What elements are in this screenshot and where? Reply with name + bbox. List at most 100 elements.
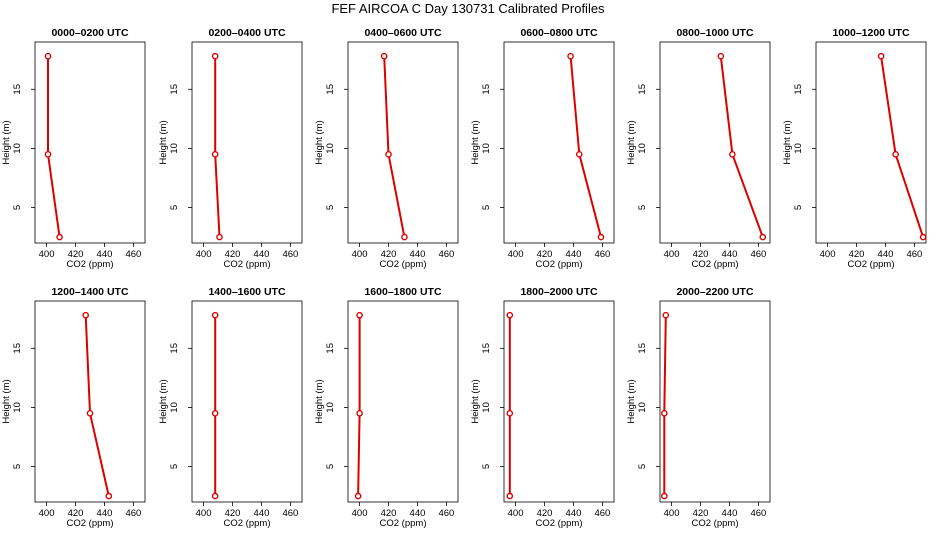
y-axis-label: Height (m) xyxy=(314,379,325,423)
x-tick-label: 400 xyxy=(664,508,680,519)
x-axis: 400 420 440 460 xyxy=(39,243,141,260)
y-tick-label: 15 xyxy=(12,343,23,354)
x-axis-label: CO2 (ppm) xyxy=(224,518,271,529)
y-tick-label: 5 xyxy=(12,205,23,210)
profile-point xyxy=(380,52,388,60)
x-axis-label: CO2 (ppm) xyxy=(692,518,739,529)
x-tick-label: 440 xyxy=(254,508,270,519)
y-tick-label: 5 xyxy=(169,464,180,469)
panel-title: 0800–1000 UTC xyxy=(676,27,753,39)
x-tick-label: 400 xyxy=(508,249,524,260)
x-tick-label: 420 xyxy=(225,508,241,519)
plot-frame xyxy=(659,300,771,503)
profile-point xyxy=(919,233,927,241)
x-axis-label: CO2 (ppm) xyxy=(380,518,427,529)
y-axis-label: Height (m) xyxy=(314,120,325,164)
y-tick-label: 10 xyxy=(169,402,180,413)
profile-point xyxy=(44,52,52,60)
plot-frame xyxy=(34,41,146,244)
y-tick-label: 10 xyxy=(325,143,336,154)
profile-line xyxy=(357,315,361,497)
profile-line xyxy=(719,56,764,238)
y-tick-label: 15 xyxy=(325,84,336,95)
profile-point xyxy=(105,492,113,500)
profile-point xyxy=(211,311,219,319)
x-tick-label: 400 xyxy=(196,508,212,519)
y-axis: 5 10 15 xyxy=(481,84,504,210)
x-tick-label: 460 xyxy=(282,508,298,519)
x-axis: 400 420 440 460 xyxy=(664,502,766,519)
x-tick-label: 440 xyxy=(566,508,582,519)
profile-point xyxy=(877,52,885,60)
y-tick-label: 5 xyxy=(637,205,648,210)
x-tick-label: 420 xyxy=(381,508,397,519)
plot-frame xyxy=(815,41,927,244)
x-tick-label: 440 xyxy=(254,249,270,260)
y-axis: 5 10 15 xyxy=(169,343,192,469)
profile-point xyxy=(82,311,89,319)
x-tick-label: 400 xyxy=(39,249,55,260)
panel-6: 1200–1400 UTC 400 420 440 460 CO2 (ppm) 5 10 15 H… xyxy=(1,286,146,529)
y-tick-label: 5 xyxy=(169,205,180,210)
y-tick-label: 15 xyxy=(637,343,648,354)
x-tick-label: 420 xyxy=(537,508,553,519)
y-axis-label: Height (m) xyxy=(626,379,637,423)
panel-title: 0600–0800 UTC xyxy=(520,27,597,39)
y-tick-label: 15 xyxy=(793,84,804,95)
panel-9: 1800–2000 UTC 400 420 440 460 CO2 (ppm) 5 10 15 H… xyxy=(470,286,615,529)
y-axis: 5 10 15 xyxy=(325,343,348,469)
panel-title: 2000–2200 UTC xyxy=(676,286,753,298)
profile-line xyxy=(880,56,925,238)
plot-frame xyxy=(503,41,615,244)
profile-point xyxy=(356,410,363,417)
x-tick-label: 440 xyxy=(410,508,426,519)
figure-title: FEF AIRCOA C Day 130731 Calibrated Profi… xyxy=(331,1,605,16)
profile-point xyxy=(356,311,363,319)
x-tick-label: 400 xyxy=(820,249,836,260)
x-axis: 400 420 440 460 xyxy=(352,243,454,260)
x-tick-label: 440 xyxy=(878,249,894,260)
plot-frame xyxy=(34,300,146,503)
y-tick-label: 5 xyxy=(481,464,492,469)
x-tick-label: 420 xyxy=(225,249,241,260)
profile-point xyxy=(211,52,219,60)
profile-point xyxy=(729,151,736,158)
x-tick-label: 460 xyxy=(125,249,141,260)
profile-point xyxy=(567,52,574,60)
profile-line xyxy=(383,56,406,238)
x-tick-label: 460 xyxy=(282,249,298,260)
x-axis-label: CO2 (ppm) xyxy=(224,259,271,270)
y-tick-label: 15 xyxy=(325,343,336,354)
panel-title: 1600–1800 UTC xyxy=(364,286,441,298)
x-tick-label: 460 xyxy=(438,508,454,519)
y-axis-label: Height (m) xyxy=(158,379,169,423)
y-axis: 5 10 15 xyxy=(12,343,35,469)
x-tick-label: 460 xyxy=(750,508,766,519)
panel-title: 0000–0200 UTC xyxy=(51,27,128,39)
x-tick-label: 440 xyxy=(97,249,113,260)
panel-0: 0000–0200 UTC 400 420 440 460 CO2 (ppm) 5 10 15 H… xyxy=(1,27,146,270)
profile-point xyxy=(216,233,223,241)
x-tick-label: 460 xyxy=(750,249,766,260)
x-tick-label: 400 xyxy=(352,508,368,519)
panel-title: 1800–2000 UTC xyxy=(520,286,597,298)
x-axis-label: CO2 (ppm) xyxy=(692,259,739,270)
panel-title: 1400–1600 UTC xyxy=(208,286,285,298)
profile-point xyxy=(506,492,514,500)
y-axis: 5 10 15 xyxy=(637,343,660,469)
y-tick-label: 15 xyxy=(12,84,23,95)
x-tick-label: 440 xyxy=(722,508,738,519)
profile-point xyxy=(385,151,392,158)
plot-frame xyxy=(503,300,615,503)
profile-line xyxy=(663,315,667,497)
x-tick-label: 460 xyxy=(594,508,610,519)
x-tick-label: 420 xyxy=(693,508,709,519)
x-tick-label: 400 xyxy=(39,508,55,519)
panel-1: 0200–0400 UTC 400 420 440 460 CO2 (ppm) 5 10 15 H… xyxy=(158,27,303,270)
panel-title: 1200–1400 UTC xyxy=(51,286,128,298)
y-tick-label: 5 xyxy=(12,464,23,469)
profile-point xyxy=(211,492,219,500)
x-axis-label: CO2 (ppm) xyxy=(67,518,114,529)
y-tick-label: 10 xyxy=(325,402,336,413)
